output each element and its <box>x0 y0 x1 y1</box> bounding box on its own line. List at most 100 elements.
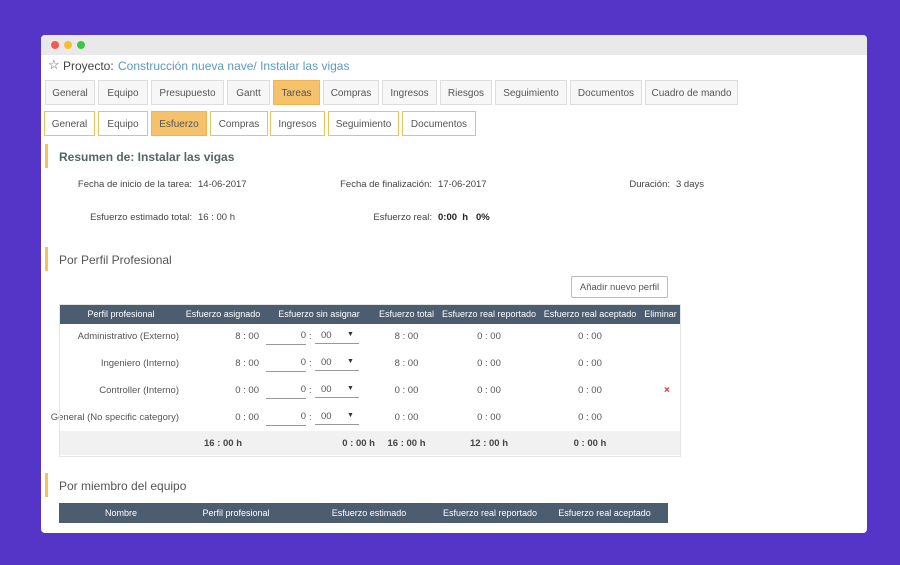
field-label: Esfuerzo real: <box>373 212 432 223</box>
total: 8 : 00 <box>394 358 419 369</box>
accepted: 0 : 00 <box>578 385 602 396</box>
hours-input[interactable]: 0 <box>266 384 306 399</box>
column-header: Esfuerzo real aceptado <box>543 309 637 319</box>
tab[interactable]: Cuadro de mando <box>645 80 738 105</box>
subtab[interactable]: Seguimiento <box>328 111 399 136</box>
minutes-select[interactable]: 00 <box>315 330 359 344</box>
subtab[interactable]: Esfuerzo <box>151 111 207 136</box>
column-header: Esfuerzo real aceptado <box>558 508 651 518</box>
column-header: Nombre <box>104 508 137 518</box>
accepted: 0 : 00 <box>578 358 602 369</box>
field-label: Fecha de finalización: <box>340 179 432 190</box>
add-profile-button[interactable]: Añadir nuevo perfil <box>571 276 668 298</box>
total-unassigned: 0 : 00 h <box>342 438 375 449</box>
section-bar <box>45 473 48 497</box>
reported: 0 : 00 <box>477 331 501 342</box>
total-assigned: 16 : 00 h <box>203 438 243 449</box>
hours-input[interactable]: 0 <box>266 357 306 372</box>
minutes-select[interactable]: 00 <box>315 384 359 398</box>
accepted: 0 : 00 <box>578 331 602 342</box>
column-header: Perfil profesional <box>202 508 270 518</box>
table-border <box>59 304 681 457</box>
separator: : <box>309 385 312 396</box>
section-bar <box>45 247 48 271</box>
tab[interactable]: Equipo <box>98 80 148 105</box>
tab[interactable]: Gantt <box>227 80 270 105</box>
select-arrow[interactable]: ▼ <box>347 331 354 338</box>
profile-name: Controller (Interno) <box>99 385 179 396</box>
field-value: 16 : 00 h <box>198 212 235 223</box>
tab[interactable]: Documentos <box>570 80 642 105</box>
reported: 0 : 00 <box>477 358 501 369</box>
column-header: Esfuerzo real reportado <box>442 508 538 518</box>
section-bar <box>45 144 48 168</box>
reported: 0 : 00 <box>477 385 501 396</box>
assigned: 8 : 00 <box>235 358 259 369</box>
accepted: 0 : 00 <box>578 412 602 423</box>
profile-name: Administrativo (Externo) <box>77 331 179 342</box>
reported: 0 : 00 <box>477 412 501 423</box>
total: 0 : 00 <box>394 412 419 423</box>
hours-input[interactable]: 0 <box>266 330 306 345</box>
max-dot[interactable] <box>77 41 85 49</box>
tab[interactable]: Riesgos <box>440 80 492 105</box>
total-accepted: 0 : 00 h <box>573 438 607 449</box>
select-arrow[interactable]: ▼ <box>347 358 354 365</box>
subtab[interactable]: General <box>44 111 95 136</box>
field-label: Fecha de inicio de la tarea: <box>77 179 192 190</box>
tab[interactable]: Ingresos <box>382 80 437 105</box>
tab[interactable]: Seguimiento <box>495 80 567 105</box>
profile-name: Ingeniero (Interno) <box>100 358 179 369</box>
table-header: Perfil profesional Esfuerzo asignado Esfue… <box>59 304 681 324</box>
column-header: Esfuerzo sin asignar <box>278 309 360 319</box>
separator: : <box>309 412 312 423</box>
subtab[interactable]: Ingresos <box>270 111 325 136</box>
field-value: 3 days <box>676 179 704 190</box>
column-header: Perfil profesional <box>87 309 155 319</box>
separator: : <box>309 358 312 369</box>
total-reported: 12 : 00 h <box>469 438 509 449</box>
close-dot[interactable] <box>51 41 59 49</box>
table-header: Nombre Perfil profesional Esfuerzo estimad… <box>59 503 668 523</box>
section-title: Por miembro del equipo <box>59 479 187 493</box>
section-title: Por Perfil Profesional <box>59 253 172 267</box>
tab[interactable]: Tareas <box>273 80 320 105</box>
column-header: Esfuerzo estimado <box>331 508 407 518</box>
subtab[interactable]: Compras <box>210 111 268 136</box>
breadcrumb[interactable]: Construcción nueva nave/ Instalar las vi… <box>118 59 350 73</box>
delete-icon[interactable]: × <box>664 385 670 396</box>
min-dot[interactable] <box>64 41 72 49</box>
profile-name: General (No specific category) <box>50 412 179 423</box>
title-bar <box>41 35 867 55</box>
minutes-select[interactable]: 00 <box>315 411 359 425</box>
assigned: 0 : 00 <box>235 412 259 423</box>
minutes-select[interactable]: 00 <box>315 357 359 371</box>
field-value: 17-06-2017 <box>438 179 487 190</box>
column-header: Esfuerzo asignado <box>185 309 261 319</box>
field-value: 0:00 h 0% <box>438 212 490 223</box>
field-value: 14-06-2017 <box>198 179 247 190</box>
totals-row <box>59 431 681 455</box>
tab[interactable]: Presupuesto <box>151 80 224 105</box>
field-label: Duración: <box>629 179 670 190</box>
summary-title: Resumen de: Instalar las vigas <box>59 150 235 164</box>
column-header: Esfuerzo total <box>378 309 435 319</box>
tab[interactable]: General <box>45 80 95 105</box>
subtab[interactable]: Equipo <box>98 111 148 136</box>
browser-window: ☆ Proyecto: Construcción nueva nave/ Ins… <box>41 35 867 533</box>
select-arrow[interactable]: ▼ <box>347 385 354 392</box>
tab[interactable]: Compras <box>323 80 379 105</box>
total-total: 16 : 00 h <box>387 438 426 449</box>
assigned: 0 : 00 <box>235 385 259 396</box>
project-label: Proyecto: <box>63 59 114 73</box>
star-icon[interactable]: ☆ <box>48 57 60 72</box>
separator: : <box>309 331 312 342</box>
select-arrow[interactable]: ▼ <box>347 412 354 419</box>
column-header: Esfuerzo real reportado <box>441 309 537 319</box>
assigned: 8 : 00 <box>235 331 259 342</box>
subtab[interactable]: Documentos <box>402 111 476 136</box>
hours-input[interactable]: 0 <box>266 411 306 426</box>
field-label: Esfuerzo estimado total: <box>90 212 192 223</box>
column-header: Eliminar <box>644 309 677 319</box>
